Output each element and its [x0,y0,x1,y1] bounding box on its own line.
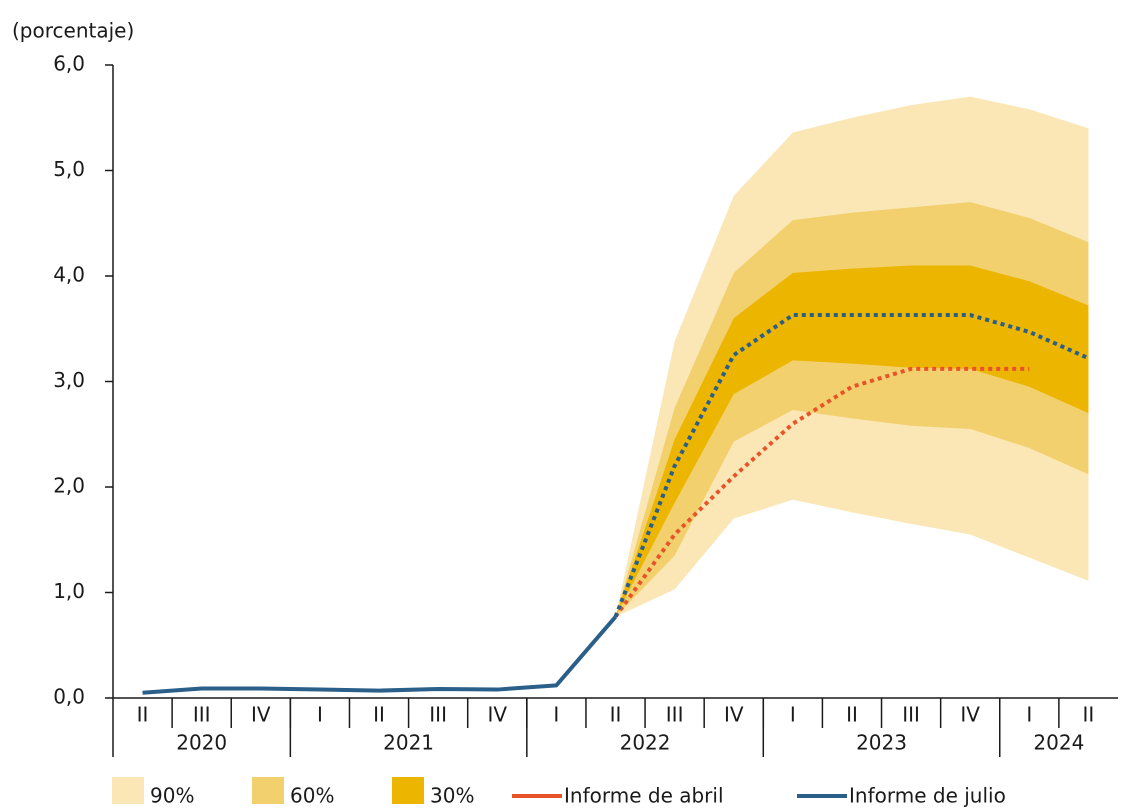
x-tick-label: I [1026,703,1032,727]
x-tick-label: IV [251,703,271,727]
legend-label: 90% [150,784,194,808]
x-tick-label: I [317,703,323,727]
y-tick-label: 1,0 [53,579,85,603]
projection-line [613,366,1030,618]
year-label: 2023 [856,731,907,755]
x-tick-label: III [429,703,447,727]
legend-label: Informe de julio [849,784,1006,808]
x-tick-label: IV [724,703,744,727]
x-tick-label: I [553,703,559,727]
x-tick-label: II [610,703,622,727]
y-tick-label: 3,0 [53,368,85,392]
series-line [142,615,618,695]
projection-line [613,313,1090,618]
year-label: 2020 [176,731,227,755]
y-axis-label: (porcentaje) [12,19,134,43]
legend-label: 30% [430,784,474,808]
x-tick-label: III [902,703,920,727]
y-tick-label: 4,0 [53,263,85,287]
x-tick-label: I [790,703,796,727]
x-tick-label: II [1083,703,1095,727]
y-tick-label: 0,0 [53,685,85,709]
y-tick-label: 6,0 [53,52,85,76]
legend-swatch [392,777,424,804]
x-tick-label: II [846,703,858,727]
x-tick-label: II [373,703,385,727]
year-label: 2022 [620,731,671,755]
x-tick-label: III [666,703,684,727]
y-tick-label: 5,0 [53,157,85,181]
x-tick-label: III [193,703,211,727]
legend-label: 60% [290,784,334,808]
legend-swatch [112,777,144,804]
year-label: 2024 [1033,731,1084,755]
y-tick-label: 2,0 [53,474,85,498]
legend-label: Informe de abril [564,784,724,808]
x-tick-label: IV [960,703,980,727]
x-tick-label: IV [487,703,507,727]
x-tick-label: II [137,703,149,727]
year-label: 2021 [383,731,434,755]
legend-swatch [252,777,284,804]
